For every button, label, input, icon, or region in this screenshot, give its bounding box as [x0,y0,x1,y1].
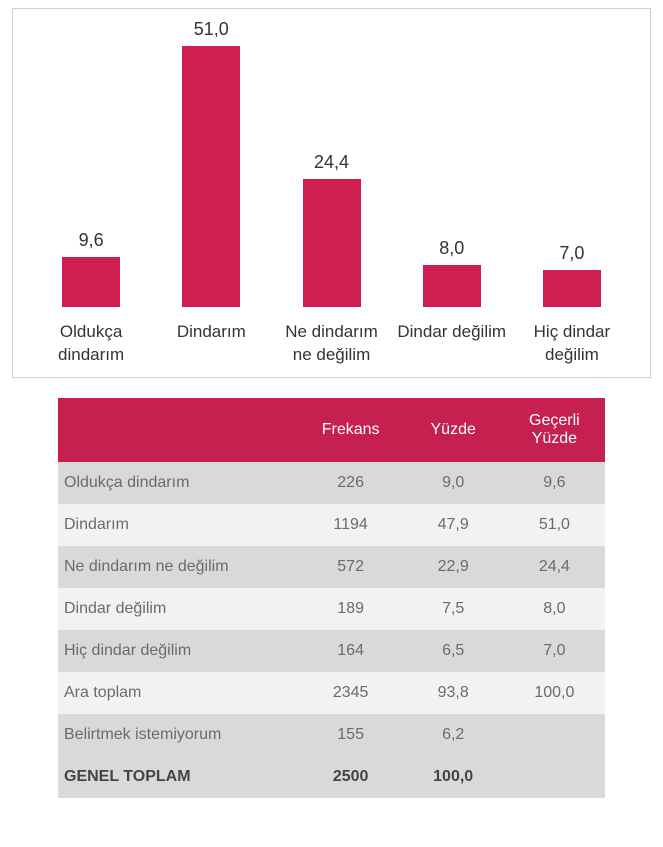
bar-value-label: 51,0 [194,19,229,40]
bar-rect [303,179,361,307]
bar-rect [182,46,240,307]
table-cell-pct: 6,5 [403,630,504,672]
table-cell-pct: 22,9 [403,546,504,588]
bar-value-label: 7,0 [559,243,584,264]
table-header-yuzde: Yüzde [403,398,504,462]
table-cell-pct: 6,2 [403,714,504,756]
x-axis-label: Dindarım [151,321,271,367]
table-cell-freq: 572 [299,546,403,588]
table-cell-label: Ne dindarım ne değilim [58,546,299,588]
table-row: Dindarım119447,951,0 [58,504,605,546]
table-cell-label: Belirtmek istemiyorum [58,714,299,756]
table-row: Dindar değilim1897,58,0 [58,588,605,630]
bar-value-label: 24,4 [314,152,349,173]
bar-col: 8,0 [392,19,512,307]
table-header-row: Frekans Yüzde Geçerli Yüzde [58,398,605,462]
table-cell-valid: 9,6 [504,462,605,504]
table-cell-label: Dindar değilim [58,588,299,630]
table-row: Ne dindarım ne değilim57222,924,4 [58,546,605,588]
total-pct: 100,0 [403,756,504,798]
table-cell-freq: 2345 [299,672,403,714]
table-row: Hiç dindar değilim1646,57,0 [58,630,605,672]
x-axis-labels: Oldukça dindarımDindarımNe dindarım ne d… [31,321,632,367]
table-cell-valid [504,714,605,756]
x-axis-label: Dindar değilim [392,321,512,367]
total-label: GENEL TOPLAM [58,756,299,798]
table-cell-label: Hiç dindar değilim [58,630,299,672]
total-valid [504,756,605,798]
table-cell-valid: 7,0 [504,630,605,672]
table-cell-freq: 164 [299,630,403,672]
bar-value-label: 9,6 [79,230,104,251]
bar-col: 24,4 [271,19,391,307]
table-cell-label: Dindarım [58,504,299,546]
bar-col: 9,6 [31,19,151,307]
bar-rect [543,270,601,307]
x-axis-label: Ne dindarım ne değilim [271,321,391,367]
table-cell-freq: 226 [299,462,403,504]
x-axis-label: Oldukça dindarım [31,321,151,367]
plot-area: 9,6 51,0 24,4 8,0 7,0 [31,19,632,307]
table-cell-valid: 8,0 [504,588,605,630]
table-header-blank [58,398,299,462]
table-cell-valid: 51,0 [504,504,605,546]
bar-col: 51,0 [151,19,271,307]
x-axis-label: Hiç dindar değilim [512,321,632,367]
table-wrapper: Frekans Yüzde Geçerli Yüzde Oldukça dind… [58,398,605,798]
table-cell-pct: 7,5 [403,588,504,630]
table-total-row: GENEL TOPLAM 2500 100,0 [58,756,605,798]
table-header-gecerli-yuzde: Geçerli Yüzde [504,398,605,462]
table-cell-freq: 1194 [299,504,403,546]
table-row: Oldukça dindarım2269,09,6 [58,462,605,504]
total-freq: 2500 [299,756,403,798]
bar-value-label: 8,0 [439,238,464,259]
table-cell-pct: 9,0 [403,462,504,504]
table-cell-freq: 189 [299,588,403,630]
table-cell-freq: 155 [299,714,403,756]
table-cell-valid: 24,4 [504,546,605,588]
table-cell-label: Oldukça dindarım [58,462,299,504]
table-cell-pct: 93,8 [403,672,504,714]
bar-col: 7,0 [512,19,632,307]
table-row: Belirtmek istemiyorum1556,2 [58,714,605,756]
frequency-table: Frekans Yüzde Geçerli Yüzde Oldukça dind… [58,398,605,798]
bar-rect [62,257,120,307]
table-row: Ara toplam234593,8100,0 [58,672,605,714]
table-header-frekans: Frekans [299,398,403,462]
table-cell-valid: 100,0 [504,672,605,714]
bar-chart-frame: 9,651,024,48,07,0 Oldukça dindarımDindar… [12,8,651,378]
table-cell-label: Ara toplam [58,672,299,714]
table-cell-pct: 47,9 [403,504,504,546]
bar-rect [423,265,481,307]
bars-container: 9,6 51,0 24,4 8,0 7,0 [31,19,632,307]
